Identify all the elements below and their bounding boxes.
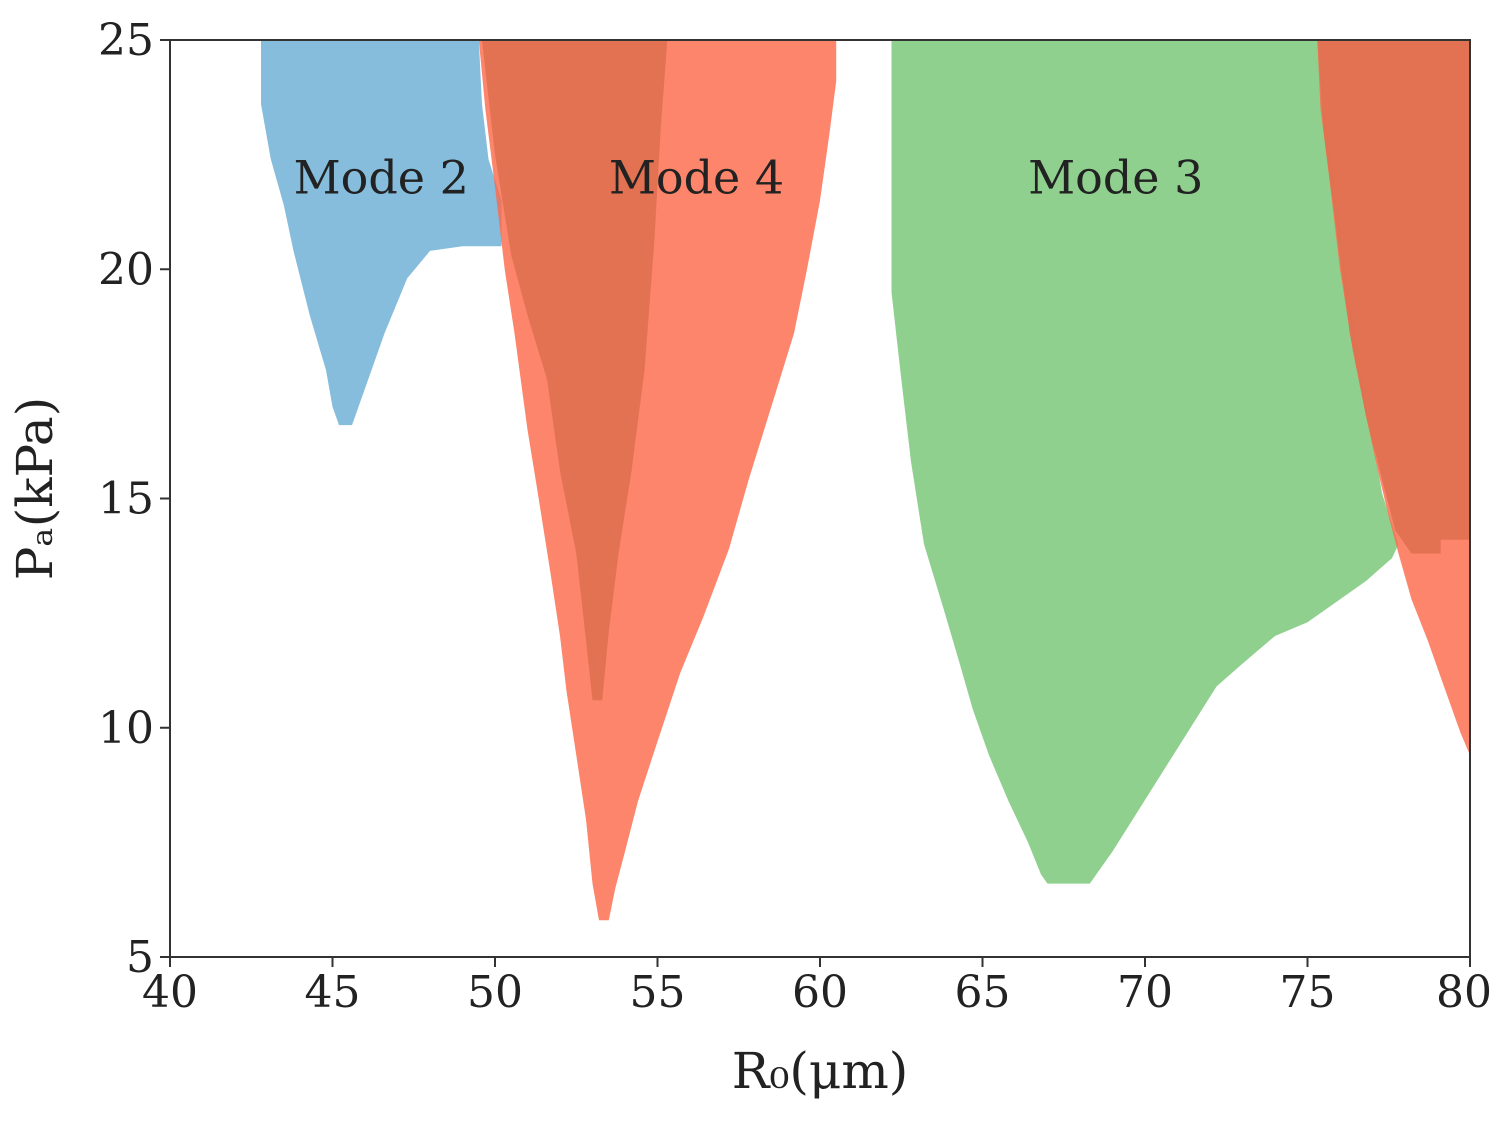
x-tick-label: 70 — [1117, 967, 1173, 1018]
region-mode-3 — [891, 40, 1399, 884]
y-tick-label: 10 — [98, 703, 154, 754]
x-tick-label: 45 — [305, 967, 361, 1018]
y-tick-label: 20 — [98, 244, 154, 295]
x-tick-label: 60 — [792, 967, 848, 1018]
region-layer — [261, 40, 1470, 921]
x-axis-label: R₀(μm) — [732, 1042, 909, 1100]
y-tick-label: 5 — [126, 932, 154, 983]
x-tick-label: 50 — [467, 967, 523, 1018]
region-mode-4-overlap — [482, 40, 668, 701]
x-tick-label: 75 — [1280, 967, 1336, 1018]
x-tick-label: 80 — [1436, 967, 1492, 1018]
region-mode-4-upper-right-overlap — [1317, 40, 1470, 554]
x-tick-label: 55 — [630, 967, 686, 1018]
annotation-mode-3: Mode 3 — [1028, 151, 1203, 205]
y-tick-label: 25 — [98, 15, 154, 66]
annotation-mode-4: Mode 4 — [609, 151, 784, 205]
region-mode-2 — [261, 40, 502, 426]
x-tick-label: 65 — [955, 967, 1011, 1018]
x-tick-label: 40 — [142, 967, 198, 1018]
y-axis: 5 10 15 20 25 — [98, 15, 170, 983]
y-tick-label: 15 — [98, 474, 154, 525]
annotation-mode-2: Mode 2 — [294, 151, 469, 205]
y-axis-label: Pₐ(kPa) — [6, 397, 64, 580]
x-axis: 40 45 50 55 60 65 70 75 80 — [142, 957, 1492, 1018]
annotation-layer: Mode 2 Mode 4 Mode 3 — [294, 151, 1204, 205]
